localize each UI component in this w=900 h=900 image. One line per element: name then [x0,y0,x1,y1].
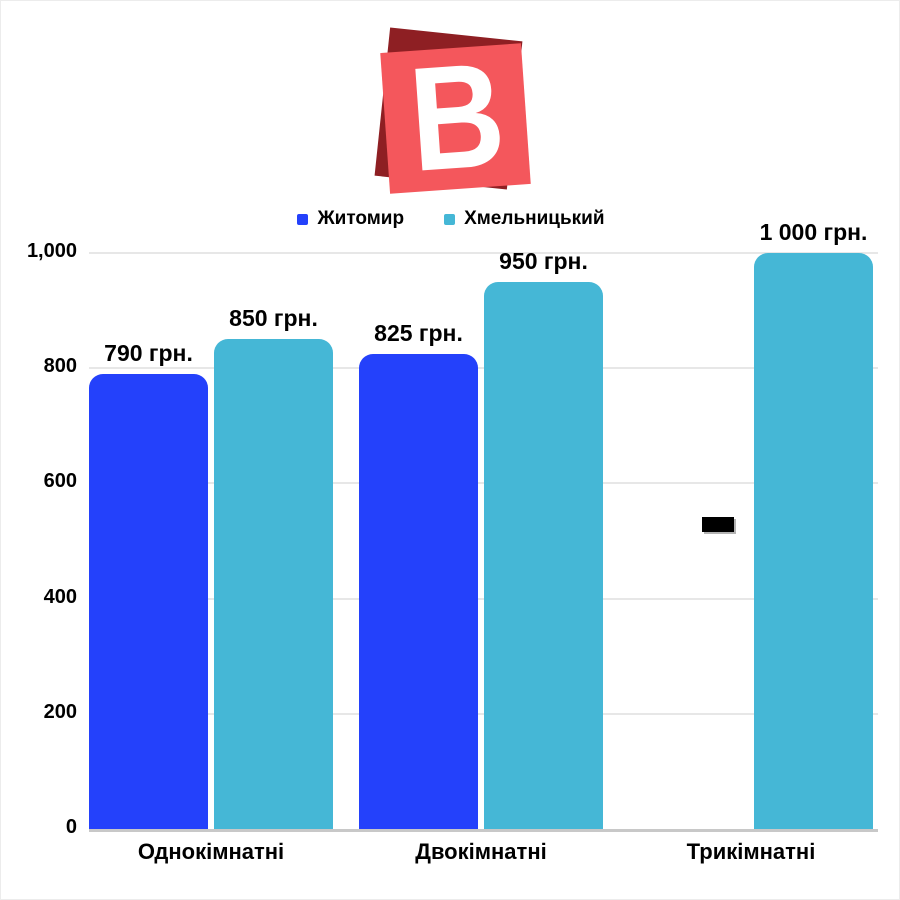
x-axis-label-2: Двокімнатні [415,839,547,864]
gridline-400 [89,598,878,600]
gridline-800 [89,367,878,369]
bar-value-label: 850 грн. [229,305,318,331]
bar-value-label: 1 000 грн. [759,219,868,245]
gridline-200 [89,713,878,715]
bar-zhytomyr-2 [359,354,478,829]
bar-khmelnytskyi-2 [484,282,603,829]
bar-value-label: 790 грн. [104,340,193,366]
bar-value-label: 950 грн. [499,248,588,274]
y-axis-tick-0: 0 [65,816,77,838]
bar-zhytomyr-1 [89,374,208,829]
legend-item-khmelnytskyi: Хмельницький [444,208,605,230]
no-data-dash [702,517,734,532]
gridline-1000 [89,252,878,254]
bar-khmelnytskyi-3 [754,253,873,829]
legend-swatch [444,213,456,225]
legend-item-zhytomyr: Житомир [297,208,404,230]
y-axis-tick-400: 400 [43,586,77,608]
gridline-600 [89,482,878,484]
bar-khmelnytskyi-1 [214,339,333,829]
gridline-0 [89,829,878,832]
y-axis-tick-800: 800 [43,355,77,377]
legend-swatch [297,213,309,225]
x-axis-label-1: Однокімнатні [137,839,285,864]
y-axis-tick-200: 200 [43,701,77,723]
x-axis-label-3: Трикімнатні [686,839,816,864]
y-axis-tick-1000: 1,000 [26,240,77,262]
bar-value-label: 825 грн. [374,320,463,346]
legend-label: Хмельницький [464,208,605,229]
chart-legend: Житомир Хмельницький [1,208,899,230]
legend-label: Житомир [317,208,405,229]
y-axis-tick-600: 600 [43,470,77,492]
